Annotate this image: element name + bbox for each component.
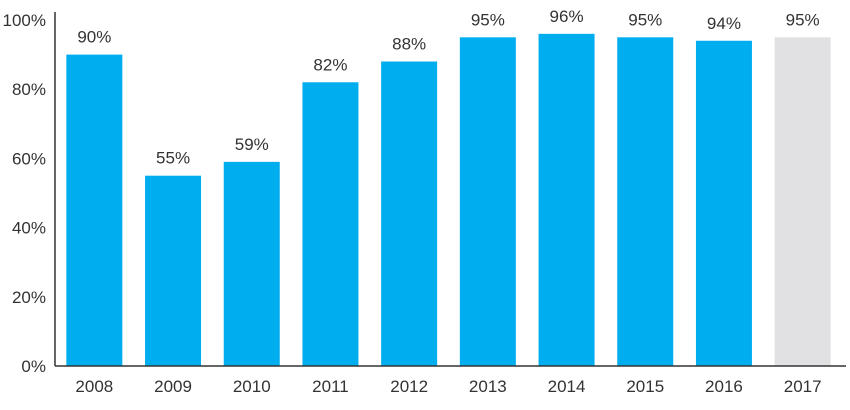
x-tick-label-2013: 2013 — [469, 377, 507, 396]
x-axis-ticks: 2008 2009 2010 2011 2012 2013 2014 2015 2016 2017 — [75, 377, 821, 396]
x-tick-label-2014: 2014 — [548, 377, 586, 396]
bar-2013 — [459, 37, 516, 367]
y-tick-label: 20% — [12, 288, 46, 307]
x-tick-label-2011: 2011 — [312, 377, 349, 396]
bar-2011 — [302, 82, 359, 366]
bar-2016 — [695, 40, 752, 366]
y-tick-label: 60% — [12, 149, 46, 168]
data-label-2013: 95% — [471, 10, 505, 29]
bar-2012 — [381, 61, 438, 367]
data-label-2015: 95% — [628, 10, 662, 29]
bar-2009 — [145, 175, 202, 366]
bar-2008 — [66, 54, 123, 366]
bar-2015 — [617, 37, 674, 367]
bar-series — [66, 33, 831, 367]
y-tick-label: 0% — [21, 357, 46, 376]
data-labels: 90% 55% 59% 82% 88% 95% 96% 95% 94% 95% — [77, 7, 819, 168]
data-label-2017: 95% — [786, 10, 820, 29]
x-tick-label-2017: 2017 — [784, 377, 822, 396]
x-tick-label-2009: 2009 — [154, 377, 192, 396]
bar-2010 — [223, 161, 280, 366]
x-tick-label-2010: 2010 — [233, 377, 271, 396]
y-axis-ticks: 0% 20% 40% 60% 80% 100% — [3, 11, 46, 376]
data-label-2008: 90% — [77, 28, 111, 47]
y-tick-label: 40% — [12, 219, 46, 238]
data-label-2009: 55% — [156, 149, 190, 168]
x-tick-label-2015: 2015 — [626, 377, 664, 396]
data-label-2016: 94% — [707, 14, 741, 33]
data-label-2014: 96% — [550, 7, 584, 26]
x-tick-label-2016: 2016 — [705, 377, 743, 396]
data-label-2011: 82% — [313, 55, 347, 74]
y-tick-label: 100% — [3, 11, 46, 30]
x-tick-label-2012: 2012 — [390, 377, 428, 396]
data-label-2012: 88% — [392, 35, 426, 54]
bar-2014 — [538, 33, 595, 367]
bar-2017 — [774, 37, 831, 367]
y-tick-label: 80% — [12, 80, 46, 99]
data-label-2010: 59% — [235, 135, 269, 154]
x-tick-label-2008: 2008 — [75, 377, 113, 396]
